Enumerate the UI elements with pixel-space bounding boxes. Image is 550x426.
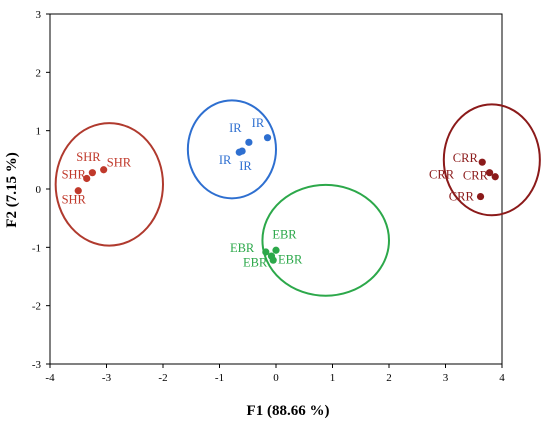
label-ir: IR [219, 153, 232, 167]
label-ir: IR [229, 121, 242, 135]
y-tick-label: 0 [36, 184, 42, 196]
label-shr: SHR [62, 168, 87, 182]
y-tick-label: 3 [36, 9, 42, 21]
ellipse-ebr [261, 183, 390, 297]
x-tick-label: -3 [102, 372, 112, 384]
label-ir: IR [252, 116, 265, 130]
label-shr: SHR [107, 155, 132, 169]
x-tick-label: -1 [215, 372, 224, 384]
point-ebr [272, 246, 280, 254]
x-tick-label: 2 [386, 372, 392, 384]
point-crr [485, 169, 494, 177]
label-ebr: EBR [230, 241, 255, 255]
label-crr: CRR [429, 168, 455, 182]
point-shr [88, 169, 96, 177]
point-ebr [262, 248, 270, 256]
label-ebr: EBR [243, 256, 268, 270]
point-crr [491, 173, 499, 181]
plot-border [49, 13, 503, 365]
x-tick-label: 4 [499, 372, 505, 384]
data-points [74, 134, 499, 264]
x-tick-label: 1 [330, 372, 336, 384]
point-ebr [269, 256, 277, 264]
plot-area [49, 13, 503, 365]
y-tick-label: 1 [36, 126, 42, 138]
label-crr: CRR [453, 151, 479, 165]
x-tick-label: -4 [45, 372, 55, 384]
label-ir: IR [239, 159, 252, 173]
x-tick-label: 3 [443, 372, 449, 384]
label-crr: CRR [463, 169, 489, 183]
y-tick-label: -3 [32, 359, 42, 371]
ellipse-ir [186, 99, 277, 200]
point-shr [74, 187, 82, 195]
label-shr: SHR [62, 193, 87, 207]
x-axis-title: F1 (88.66 %) [247, 403, 330, 419]
y-axis-title: F2 (7.15 %) [4, 152, 20, 227]
y-tick-label: 2 [36, 67, 42, 79]
point-crr [476, 192, 485, 201]
ellipse-shr [54, 122, 164, 247]
x-tick-label: 0 [273, 372, 279, 384]
point-ir [238, 147, 246, 155]
point-ir [263, 134, 272, 142]
label-ebr: EBR [278, 253, 303, 267]
point-shr [83, 174, 91, 183]
group-ellipses [54, 99, 541, 297]
ellipse-crr [442, 103, 541, 217]
label-ebr: EBR [272, 228, 297, 242]
point-crr [478, 158, 486, 166]
label-shr: SHR [76, 150, 101, 164]
y-tick-label: -1 [32, 242, 41, 254]
x-tick-label: -2 [158, 372, 167, 384]
label-crr: CRR [449, 190, 475, 204]
y-tick-label: -2 [32, 301, 41, 313]
point-shr [100, 166, 108, 174]
point-ir [245, 138, 253, 146]
